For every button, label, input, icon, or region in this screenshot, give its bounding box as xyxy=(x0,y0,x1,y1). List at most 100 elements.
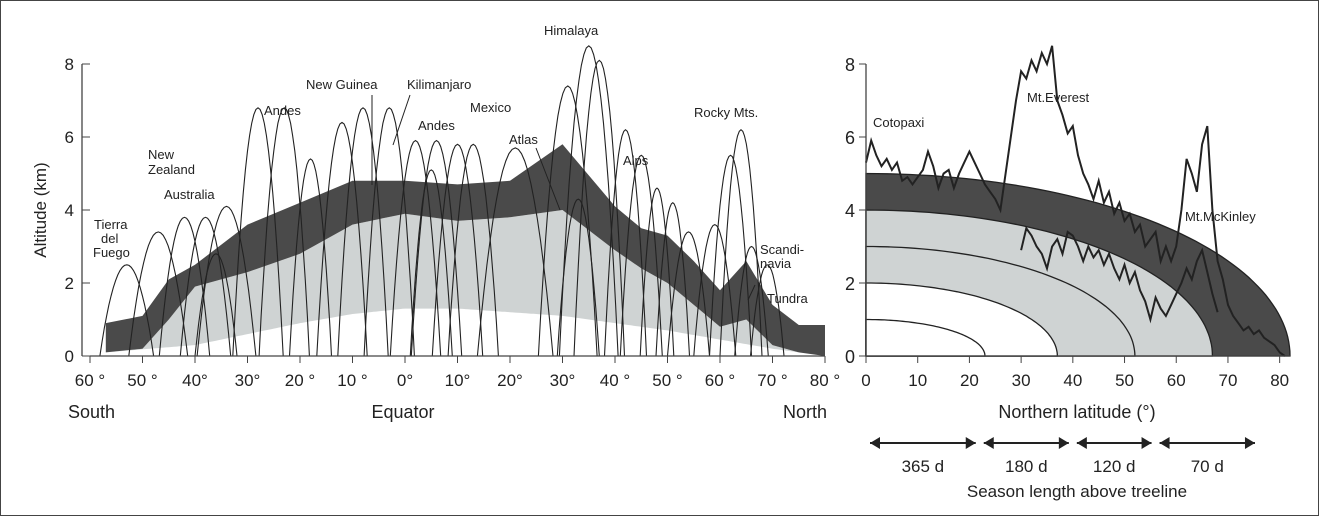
right-series-lines xyxy=(865,45,1286,357)
right-y-tick-label: 0 xyxy=(845,347,855,367)
label-australia: Australia xyxy=(164,187,215,202)
right-x-tick-label: 10 xyxy=(908,371,927,390)
mountain-outline xyxy=(556,198,600,357)
mountain-outline xyxy=(655,201,691,357)
mountain-outline xyxy=(409,169,453,357)
left-x-tick-label: 0° xyxy=(397,371,413,390)
season-caption: Season length above treeline xyxy=(967,482,1187,501)
mountain-outline xyxy=(708,154,753,357)
mountain-outline xyxy=(734,245,769,357)
atlas-leader xyxy=(535,147,561,211)
label-nz-1: New xyxy=(148,147,175,162)
mountain-outline xyxy=(158,216,211,357)
right-zone-fills xyxy=(865,172,1291,357)
mountain-outline xyxy=(431,143,484,357)
mountain-outline xyxy=(232,107,284,357)
season-label: 70 d xyxy=(1191,457,1224,476)
left-x-tick-label: 20 ° xyxy=(285,371,315,390)
left-mountain-outlines xyxy=(99,45,785,357)
mountain-outline xyxy=(558,45,619,357)
season-arrow: 120 d xyxy=(1076,437,1152,476)
mountain-outline xyxy=(537,85,598,357)
mountain-outline xyxy=(749,264,785,357)
right-y-tick-label: 6 xyxy=(845,128,855,148)
season-arrow: 365 d xyxy=(870,437,976,476)
right-x-tick-label: 60 xyxy=(1167,371,1186,390)
left-y-tick-label: 6 xyxy=(65,128,74,147)
left-y-tick-label: 0 xyxy=(65,347,74,366)
label-everest: Mt.Everest xyxy=(1027,90,1090,105)
right-x-tick-label: 20 xyxy=(960,371,979,390)
scandinavia-leader xyxy=(747,284,756,301)
left-chart: 0 2 4 6 8 60 ° 50 ° 40° 30° 20 ° 10 ° 0° 10° 20° 30° 40… xyxy=(31,23,840,422)
mountain-outline xyxy=(128,231,189,357)
mountain-outline xyxy=(666,231,711,357)
right-x-tick-label: 50 xyxy=(1115,371,1134,390)
left-x-tick-label: 50 ° xyxy=(652,371,682,390)
left-x-tick-label: 60 ° xyxy=(705,371,735,390)
left-x-tick-label: 50 ° xyxy=(127,371,157,390)
season-label: 180 d xyxy=(1005,457,1048,476)
north-label: North xyxy=(783,402,827,422)
series-treeline_trace xyxy=(1020,225,1219,324)
right-x-tick-label: 80 xyxy=(1270,371,1289,390)
left-x-tick-label: 20° xyxy=(497,371,523,390)
left-x-tick-label: 60 ° xyxy=(75,371,105,390)
mountain-outline xyxy=(603,128,648,357)
mountain-outline xyxy=(363,107,415,357)
mountain-outline xyxy=(619,154,663,357)
left-x-tick-label: 80 ° xyxy=(810,371,840,390)
mountain-outline xyxy=(99,264,155,357)
mountain-outline xyxy=(573,59,626,357)
label-rocky: Rocky Mts. xyxy=(694,105,758,120)
label-tundra: Tundra xyxy=(767,291,808,306)
left-y-tick-label: 2 xyxy=(65,274,74,293)
series-peak_outline xyxy=(865,45,1286,357)
right-x-tick-label: 70 xyxy=(1218,371,1237,390)
left-x-tick-label: 10° xyxy=(445,371,471,390)
label-mexico: Mexico xyxy=(470,100,511,115)
left-y-tick-label: 8 xyxy=(65,55,74,74)
label-andes-south: Andes xyxy=(264,103,301,118)
south-label: South xyxy=(68,402,115,422)
label-nz-2: Zealand xyxy=(148,162,195,177)
label-cotopaxi: Cotopaxi xyxy=(873,115,924,130)
left-x-tick-label: 70 ° xyxy=(757,371,787,390)
mountain-outline xyxy=(316,121,368,357)
right-x-tick-label: 40 xyxy=(1063,371,1082,390)
left-x-tick-label: 40° xyxy=(182,371,208,390)
season-arrow: 180 d xyxy=(983,437,1069,476)
mountain-outline xyxy=(179,216,232,357)
label-alps: Alps xyxy=(623,153,649,168)
season-arrow: 70 d xyxy=(1159,437,1255,476)
treeline-band xyxy=(105,144,826,356)
season-arrows: 365 d 180 d 120 d 70 d xyxy=(870,437,1255,476)
right-y-tick-label: 2 xyxy=(845,274,855,294)
label-himalaya: Himalaya xyxy=(544,23,599,38)
label-leader-lines xyxy=(371,94,756,301)
label-scandinavia-1: Scandi- xyxy=(760,242,804,257)
season-zone-4 xyxy=(865,318,986,357)
mountain-outline xyxy=(476,147,554,357)
label-mckinley: Mt.McKinley xyxy=(1185,209,1256,224)
right-x-tick-label: 0 xyxy=(861,371,870,390)
label-andes-north: Andes xyxy=(418,118,455,133)
mountain-outline xyxy=(258,107,310,357)
left-x-tick-label: 30° xyxy=(235,371,261,390)
mountain-outline xyxy=(288,158,333,357)
season-label: 365 d xyxy=(902,457,945,476)
mountain-outline xyxy=(639,187,675,357)
left-y-axis-label: Altitude (km) xyxy=(31,162,50,257)
label-tierra-3: Fuego xyxy=(93,245,130,260)
left-x-tick-label: 40 ° xyxy=(600,371,630,390)
label-atlas: Atlas xyxy=(509,132,538,147)
mountain-outline xyxy=(693,223,737,357)
mountain-outline xyxy=(410,139,463,357)
right-x-tick-label: 30 xyxy=(1012,371,1031,390)
kilimanjaro-leader xyxy=(392,94,411,146)
season-label: 120 d xyxy=(1093,457,1136,476)
right-y-tick-label: 4 xyxy=(845,201,855,221)
right-y-tick-label: 8 xyxy=(845,55,855,75)
